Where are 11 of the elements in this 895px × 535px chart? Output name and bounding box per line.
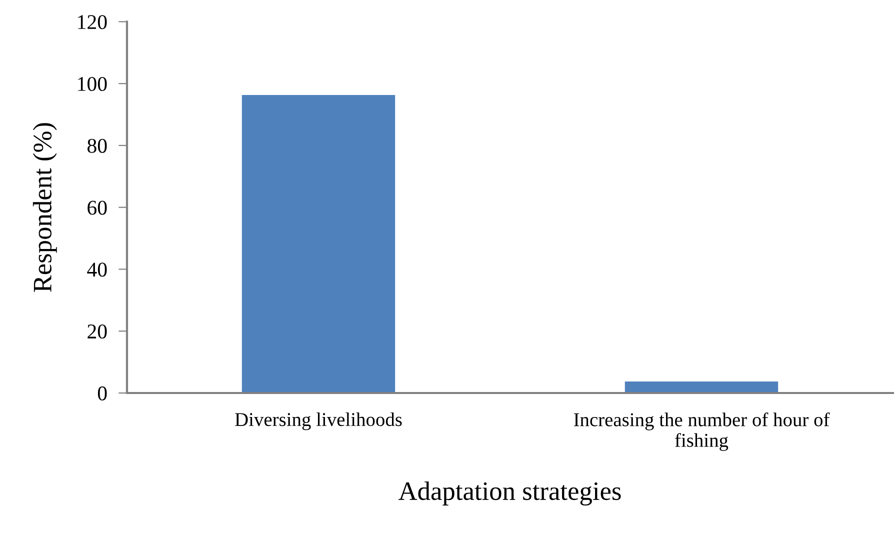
y-tick-label: 80: [88, 138, 107, 153]
y-tick-label: 20: [88, 324, 107, 339]
y-tick-label: 40: [87, 262, 107, 277]
y-tick-label: 120: [78, 15, 107, 30]
y-axis-title: Respondent (%): [32, 123, 57, 292]
x-tick-label: Diversing livelihoods: [235, 412, 402, 430]
y-tick-label: 60: [88, 200, 107, 215]
x-axis-title: Adaptation strategies: [398, 482, 621, 506]
x-tick-label: Increasing the number of hour of fishing: [574, 412, 830, 451]
y-tick-label: 100: [78, 76, 107, 92]
y-tick-label: 0: [98, 386, 107, 400]
